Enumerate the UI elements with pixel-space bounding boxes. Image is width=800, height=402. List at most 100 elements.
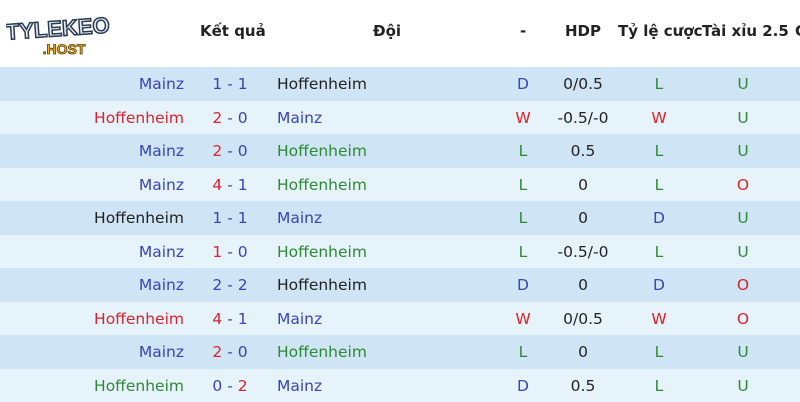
away-team: Hoffenheim bbox=[277, 142, 367, 160]
result: D bbox=[517, 75, 529, 93]
over-under: U bbox=[737, 377, 748, 395]
header-dash: - bbox=[520, 22, 526, 46]
odds-result: D bbox=[653, 209, 665, 227]
home-score: 0 bbox=[212, 377, 222, 395]
over-under: O bbox=[737, 176, 749, 194]
score: 4 - 1 bbox=[200, 176, 260, 194]
score-separator: - bbox=[222, 310, 237, 328]
away-team: Hoffenheim bbox=[277, 276, 367, 294]
home-team: Mainz bbox=[139, 343, 184, 361]
home-score: 2 bbox=[212, 142, 222, 160]
header-team: Đội bbox=[373, 22, 401, 46]
score: 2 - 2 bbox=[200, 276, 260, 294]
table-row[interactable]: Mainz 2 - 2 Hoffenheim D 0 D O bbox=[0, 268, 800, 302]
home-team: Hoffenheim bbox=[94, 109, 184, 127]
result: W bbox=[515, 310, 530, 328]
handicap: -0.5/-0 bbox=[558, 243, 609, 261]
result: L bbox=[519, 243, 528, 261]
score: 2 - 0 bbox=[200, 142, 260, 160]
odds-result: L bbox=[655, 343, 664, 361]
tylekeo-logo: TYLEKEO .HOST bbox=[6, 8, 110, 58]
odds-result: L bbox=[655, 377, 664, 395]
score-separator: - bbox=[222, 343, 237, 361]
score: 1 - 0 bbox=[200, 243, 260, 261]
home-score: 2 bbox=[212, 109, 222, 127]
away-team: Hoffenheim bbox=[277, 176, 367, 194]
home-team: Mainz bbox=[139, 243, 184, 261]
odds-result: W bbox=[651, 310, 666, 328]
match-table: Mainz 1 - 1 Hoffenheim D 0/0.5 L U Hoffenheim 2 … bbox=[0, 67, 800, 402]
header-hdp: HDP bbox=[565, 22, 601, 46]
away-team: Mainz bbox=[277, 209, 322, 227]
result: D bbox=[517, 276, 529, 294]
away-score: 1 bbox=[238, 209, 248, 227]
odds-result: D bbox=[653, 276, 665, 294]
result: L bbox=[519, 142, 528, 160]
over-under: O bbox=[737, 310, 749, 328]
away-score: 1 bbox=[238, 176, 248, 194]
handicap: 0 bbox=[578, 276, 588, 294]
score-separator: - bbox=[222, 243, 237, 261]
away-team: Hoffenheim bbox=[277, 243, 367, 261]
result: W bbox=[515, 109, 530, 127]
odds-result: L bbox=[655, 243, 664, 261]
score-separator: - bbox=[222, 142, 237, 160]
handicap: 0.5 bbox=[571, 142, 596, 160]
handicap: 0.5 bbox=[571, 377, 596, 395]
home-team: Hoffenheim bbox=[94, 209, 184, 227]
over-under: O bbox=[737, 276, 749, 294]
over-under: U bbox=[737, 243, 748, 261]
header-odds: Tỷ lệ cược bbox=[618, 22, 703, 46]
away-score: 0 bbox=[238, 109, 248, 127]
away-team: Hoffenheim bbox=[277, 75, 367, 93]
score-separator: - bbox=[222, 75, 237, 93]
over-under: U bbox=[737, 109, 748, 127]
home-team: Mainz bbox=[139, 276, 184, 294]
header-over-under: Tài xỉu 2.5 bbox=[702, 22, 789, 46]
over-under: U bbox=[737, 75, 748, 93]
handicap: 0/0.5 bbox=[563, 310, 603, 328]
score: 2 - 0 bbox=[200, 109, 260, 127]
home-score: 4 bbox=[212, 310, 222, 328]
score: 4 - 1 bbox=[200, 310, 260, 328]
home-team: Hoffenheim bbox=[94, 310, 184, 328]
svg-text:TYLEKEO: TYLEKEO bbox=[6, 12, 110, 44]
header-extra: C bbox=[795, 22, 800, 46]
score: 2 - 0 bbox=[200, 343, 260, 361]
over-under: U bbox=[737, 142, 748, 160]
score-separator: - bbox=[222, 209, 237, 227]
odds-result: L bbox=[655, 142, 664, 160]
header-result: Kết quả bbox=[200, 22, 266, 46]
home-score: 1 bbox=[212, 75, 222, 93]
table-row[interactable]: Mainz 1 - 0 Hoffenheim L -0.5/-0 L U bbox=[0, 235, 800, 269]
score: 0 - 2 bbox=[200, 377, 260, 395]
svg-text:.HOST: .HOST bbox=[43, 41, 86, 57]
away-score: 1 bbox=[238, 75, 248, 93]
score-separator: - bbox=[222, 109, 237, 127]
away-score: 2 bbox=[238, 377, 248, 395]
handicap: 0 bbox=[578, 343, 588, 361]
odds-result: L bbox=[655, 176, 664, 194]
home-score: 2 bbox=[212, 343, 222, 361]
away-score: 0 bbox=[238, 142, 248, 160]
handicap: 0 bbox=[578, 209, 588, 227]
home-score: 2 bbox=[212, 276, 222, 294]
score-separator: - bbox=[222, 276, 237, 294]
home-score: 1 bbox=[212, 209, 222, 227]
away-team: Hoffenheim bbox=[277, 343, 367, 361]
score: 1 - 1 bbox=[200, 209, 260, 227]
away-score: 1 bbox=[238, 310, 248, 328]
away-score: 0 bbox=[238, 343, 248, 361]
home-team: Mainz bbox=[139, 75, 184, 93]
handicap: -0.5/-0 bbox=[558, 109, 609, 127]
home-score: 1 bbox=[212, 243, 222, 261]
away-team: Mainz bbox=[277, 377, 322, 395]
